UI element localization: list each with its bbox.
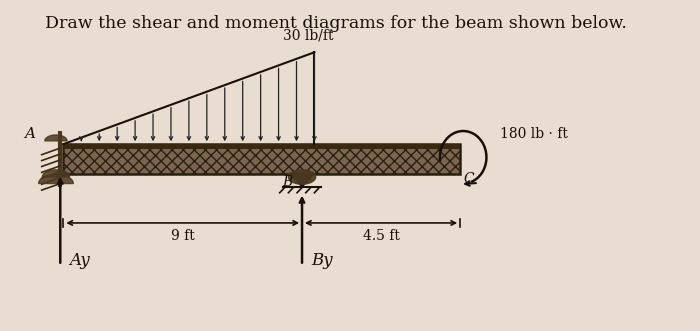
Polygon shape [291,174,313,187]
Text: 9 ft: 9 ft [171,229,195,243]
Polygon shape [42,170,69,177]
Bar [64,144,460,174]
Text: 180 lb · ft: 180 lb · ft [500,127,568,141]
Polygon shape [45,135,67,141]
Text: C: C [463,172,474,186]
Polygon shape [293,172,312,182]
Text: Ay: Ay [69,253,90,269]
Polygon shape [288,170,316,184]
Text: B: B [283,175,293,189]
Polygon shape [38,174,74,184]
Text: Draw the shear and moment diagrams for the beam shown below.: Draw the shear and moment diagrams for t… [45,15,626,31]
Text: 30 lb/ft: 30 lb/ft [283,28,333,42]
Text: By: By [312,253,333,269]
Text: 4.5 ft: 4.5 ft [363,229,400,243]
Text: A: A [24,127,35,141]
Bar [64,144,460,149]
